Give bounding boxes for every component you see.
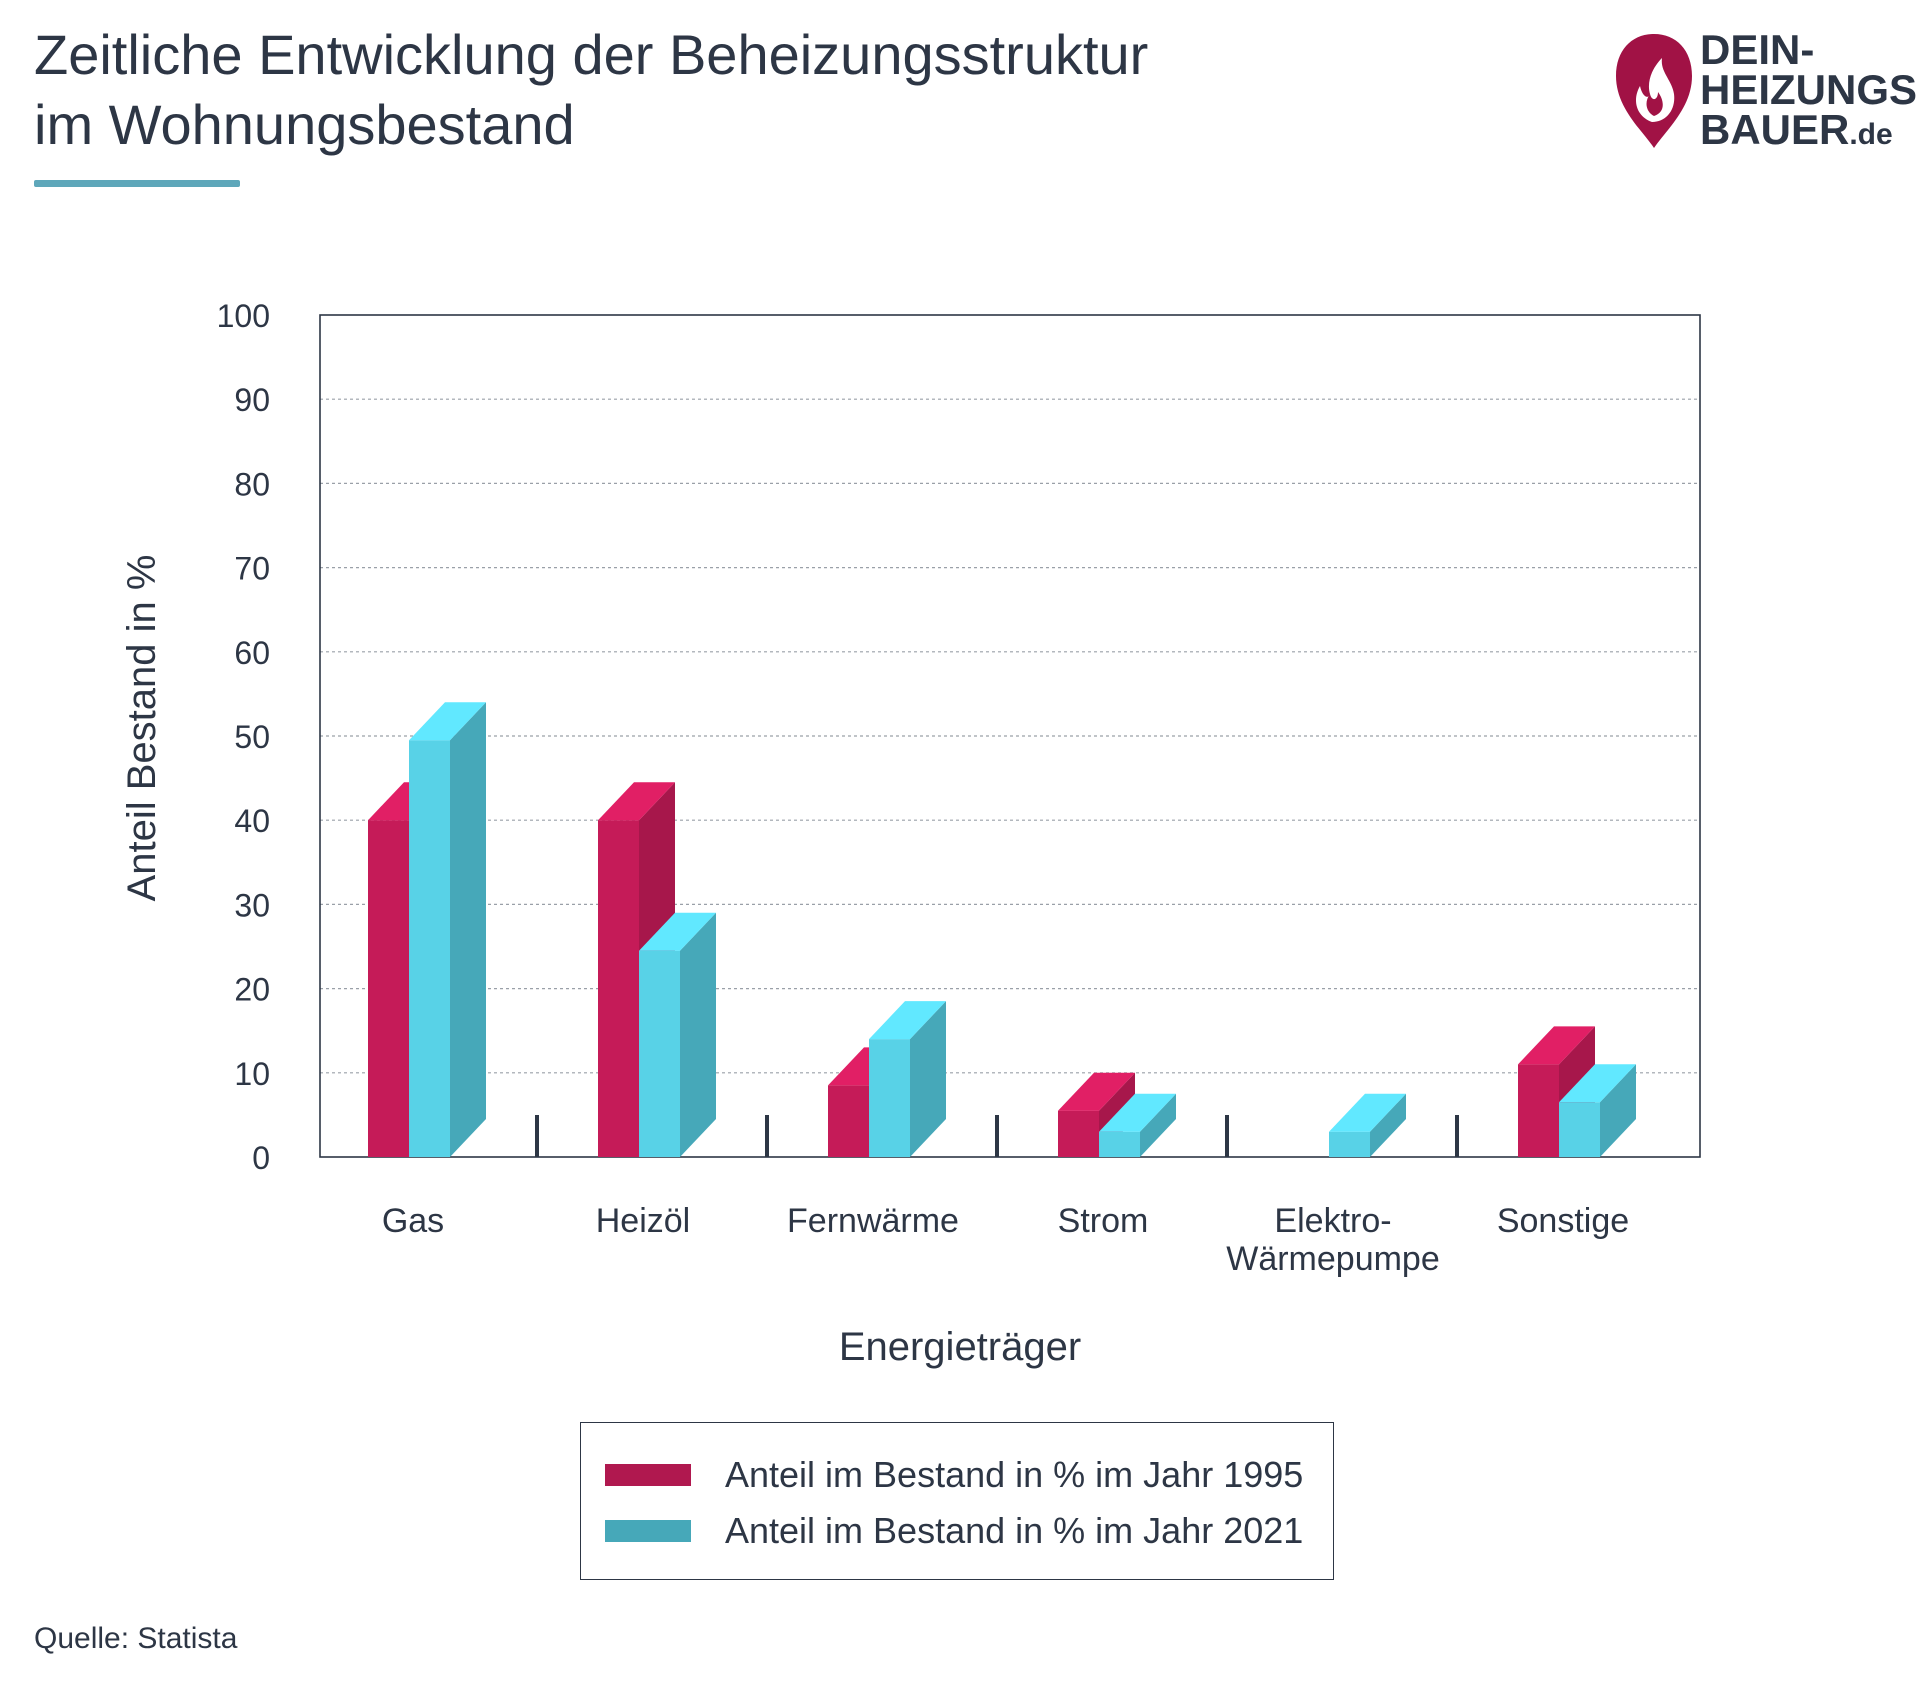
- bar-2021-side: [1600, 1064, 1636, 1157]
- bar-1995-front: [1518, 1064, 1559, 1157]
- y-tick-label: 20: [234, 972, 270, 1008]
- bar-2021-front: [1559, 1102, 1600, 1157]
- bar-2021-top: [1329, 1093, 1406, 1132]
- legend-item-1995: Anteil im Bestand in % im Jahr 1995: [605, 1454, 1304, 1495]
- y-tick-label: 30: [234, 887, 270, 923]
- legend-swatch-2021: [605, 1520, 691, 1542]
- chart-title: Zeitliche Entwicklung der Beheizungsstru…: [34, 20, 1334, 160]
- bar-1995-front: [598, 820, 639, 1157]
- x-category-label: Wärmepumpe: [1226, 1240, 1440, 1278]
- bar-1995-top: [1058, 1072, 1135, 1111]
- x-axis-title: Energieträger: [839, 1325, 1081, 1369]
- title-underline: [34, 180, 240, 187]
- bar-2021-front: [409, 740, 450, 1157]
- legend-swatch-1995: [605, 1464, 691, 1486]
- y-tick-label: 0: [252, 1140, 270, 1176]
- bar-2021-top: [869, 1001, 946, 1040]
- y-tick-label: 90: [234, 382, 270, 418]
- bar-1995-top: [598, 782, 675, 821]
- y-tick-label: 40: [234, 803, 270, 839]
- source-note: Quelle: Statista: [34, 1622, 238, 1655]
- x-category-label: Elektro-: [1274, 1202, 1391, 1240]
- bar-1995-top: [1518, 1026, 1595, 1065]
- x-category-label: Strom: [1058, 1202, 1149, 1240]
- bar-2021-side: [450, 702, 486, 1157]
- bar-2021-side: [1370, 1093, 1406, 1157]
- x-category-label: Fernwärme: [787, 1202, 959, 1240]
- logo-line-2: HEIZUNGS: [1700, 66, 1918, 113]
- logo-line-1: DEIN-: [1700, 26, 1815, 73]
- y-axis-title: Anteil Bestand in %: [120, 555, 164, 902]
- logo-wordmark: DEIN- HEIZUNGS BAUER.de: [1700, 26, 1918, 155]
- bar-2021-side: [910, 1001, 946, 1157]
- bar-2021-top: [1099, 1093, 1176, 1132]
- plot-frame: [319, 314, 1701, 1158]
- logo-line-3: BAUER.de: [1700, 106, 1893, 153]
- bar-2021-top: [1559, 1064, 1636, 1103]
- x-category-label: Heizöl: [596, 1202, 690, 1240]
- x-category-label: Sonstige: [1497, 1202, 1629, 1240]
- y-tick-label: 70: [234, 551, 270, 587]
- chart-legend: Anteil im Bestand in % im Jahr 1995 Ante…: [580, 1422, 1334, 1580]
- y-tick-label: 100: [217, 298, 270, 334]
- bar-1995-front: [828, 1085, 869, 1157]
- y-tick-label: 10: [234, 1056, 270, 1092]
- bar-2021-front: [869, 1039, 910, 1157]
- legend-label-1995: Anteil im Bestand in % im Jahr 1995: [725, 1454, 1304, 1495]
- bar-2021-top: [409, 702, 486, 741]
- title-line-1: Zeitliche Entwicklung der Beheizungsstru…: [34, 23, 1149, 86]
- y-tick-label: 60: [234, 635, 270, 671]
- bar-2021-side: [680, 912, 716, 1157]
- bar-2021-front: [1329, 1131, 1370, 1157]
- title-line-2: im Wohnungsbestand: [34, 93, 575, 156]
- y-tick-label: 50: [234, 719, 270, 755]
- bar-2021-side: [1140, 1093, 1176, 1157]
- bar-2021-top: [639, 912, 716, 951]
- bar-2021-front: [1099, 1131, 1140, 1157]
- bar-1995-front: [1058, 1110, 1099, 1157]
- y-tick-label: 80: [234, 466, 270, 502]
- bar-2021-front: [639, 950, 680, 1157]
- x-category-label: Gas: [382, 1202, 444, 1240]
- brand-logo: DEIN- HEIZUNGS BAUER.de: [1612, 29, 1917, 155]
- legend-label-2021: Anteil im Bestand in % im Jahr 2021: [725, 1510, 1304, 1551]
- bar-1995-front: [368, 820, 409, 1157]
- flame-pin-icon: [1616, 34, 1692, 148]
- legend-item-2021: Anteil im Bestand in % im Jahr 2021: [605, 1510, 1304, 1551]
